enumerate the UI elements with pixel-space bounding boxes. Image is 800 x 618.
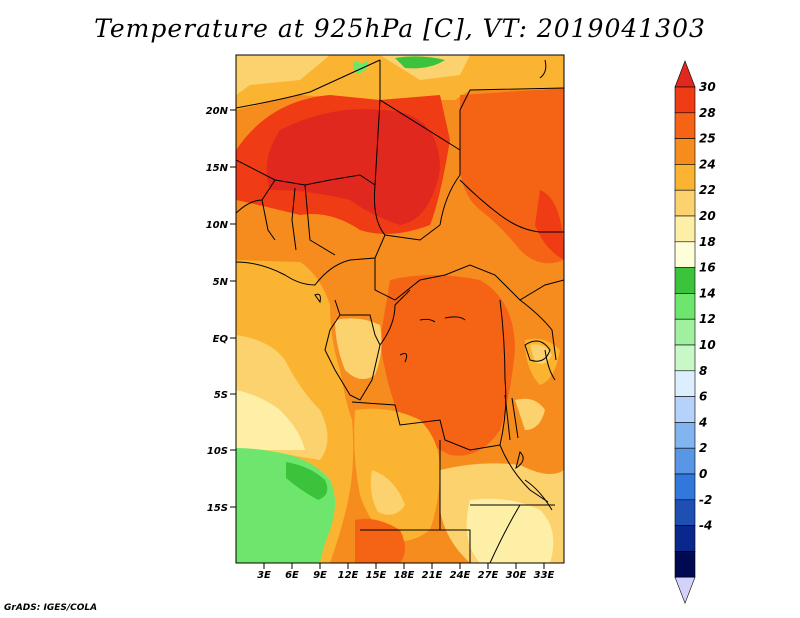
y-tick-label: 5S [214, 390, 228, 401]
colorbar-label: 16 [699, 261, 716, 275]
colorbar-label: 8 [699, 364, 707, 378]
x-tick-label: 24E [450, 570, 471, 581]
colorbar-label: 0 [699, 467, 707, 481]
x-tick-label: 33E [534, 570, 555, 581]
y-tick-label: 15N [206, 163, 229, 174]
x-tick-label: 21E [422, 570, 443, 581]
x-tick-label: 12E [338, 570, 359, 581]
colorbar [674, 60, 696, 605]
colorbar-segment [674, 422, 696, 449]
country-borders [236, 59, 564, 563]
colorbar-top-arrow [674, 60, 696, 88]
x-tick-label: 3E [257, 570, 271, 581]
y-tick-label: 10S [207, 446, 228, 457]
x-tick-label: 27E [478, 570, 499, 581]
colorbar-label: 10 [699, 338, 716, 352]
colorbar-label: -4 [699, 519, 712, 533]
colorbar-segment [674, 396, 696, 423]
colorbar-segment [674, 112, 696, 139]
colorbar-label: 22 [699, 183, 716, 197]
chart-title: Temperature at 925hPa [C], VT: 201904130… [94, 14, 706, 43]
colorbar-segment [674, 189, 696, 217]
colorbar-label: 18 [699, 235, 716, 249]
plot-frame [235, 54, 565, 564]
colorbar-segment [674, 267, 696, 294]
colorbar-segment [674, 344, 696, 372]
colorbar-segment [674, 525, 696, 552]
colorbar-segment [674, 293, 696, 320]
colorbar-label: 20 [699, 209, 716, 223]
colorbar-segment [674, 215, 696, 243]
x-tick-label: 9E [313, 570, 327, 581]
colorbar-segment [674, 241, 696, 268]
colorbar-label: 28 [699, 106, 716, 120]
y-tick-label: EQ [213, 334, 229, 345]
colorbar-label: 30 [699, 80, 716, 94]
colorbar-segment [674, 473, 696, 501]
x-axis [263, 563, 545, 569]
colorbar-label: 6 [699, 390, 707, 404]
x-tick-label: 30E [506, 570, 527, 581]
colorbar-segment [674, 499, 696, 526]
x-tick-label: 15E [366, 570, 387, 581]
y-tick-label: 15S [207, 503, 228, 514]
colorbar-segment [674, 370, 696, 397]
colorbar-bottom-arrow [674, 576, 696, 605]
colorbar-label: 14 [699, 286, 716, 300]
grads-credit: GrADS: IGES/COLA [4, 603, 98, 613]
colorbar-label: 25 [699, 132, 716, 146]
colorbar-label: 2 [699, 441, 707, 455]
temperature-field [236, 55, 564, 563]
x-tick-label: 6E [285, 570, 299, 581]
colorbar-segment [674, 164, 696, 191]
x-tick-label: 18E [394, 570, 415, 581]
y-axis [230, 109, 236, 508]
colorbar-label: 24 [699, 157, 716, 171]
colorbar-segment [674, 138, 696, 165]
y-tick-label: 5N [213, 277, 229, 288]
colorbar-segment [674, 86, 696, 114]
y-tick-label: 10N [206, 220, 229, 231]
colorbar-label: 4 [698, 415, 707, 429]
colorbar-segment [674, 447, 696, 475]
colorbar-label: -2 [699, 493, 712, 507]
colorbar-segment [674, 318, 696, 346]
colorbar-label: 12 [699, 312, 716, 326]
colorbar-segment [674, 551, 696, 578]
y-tick-label: 20N [206, 106, 229, 117]
lakes [314, 293, 553, 511]
